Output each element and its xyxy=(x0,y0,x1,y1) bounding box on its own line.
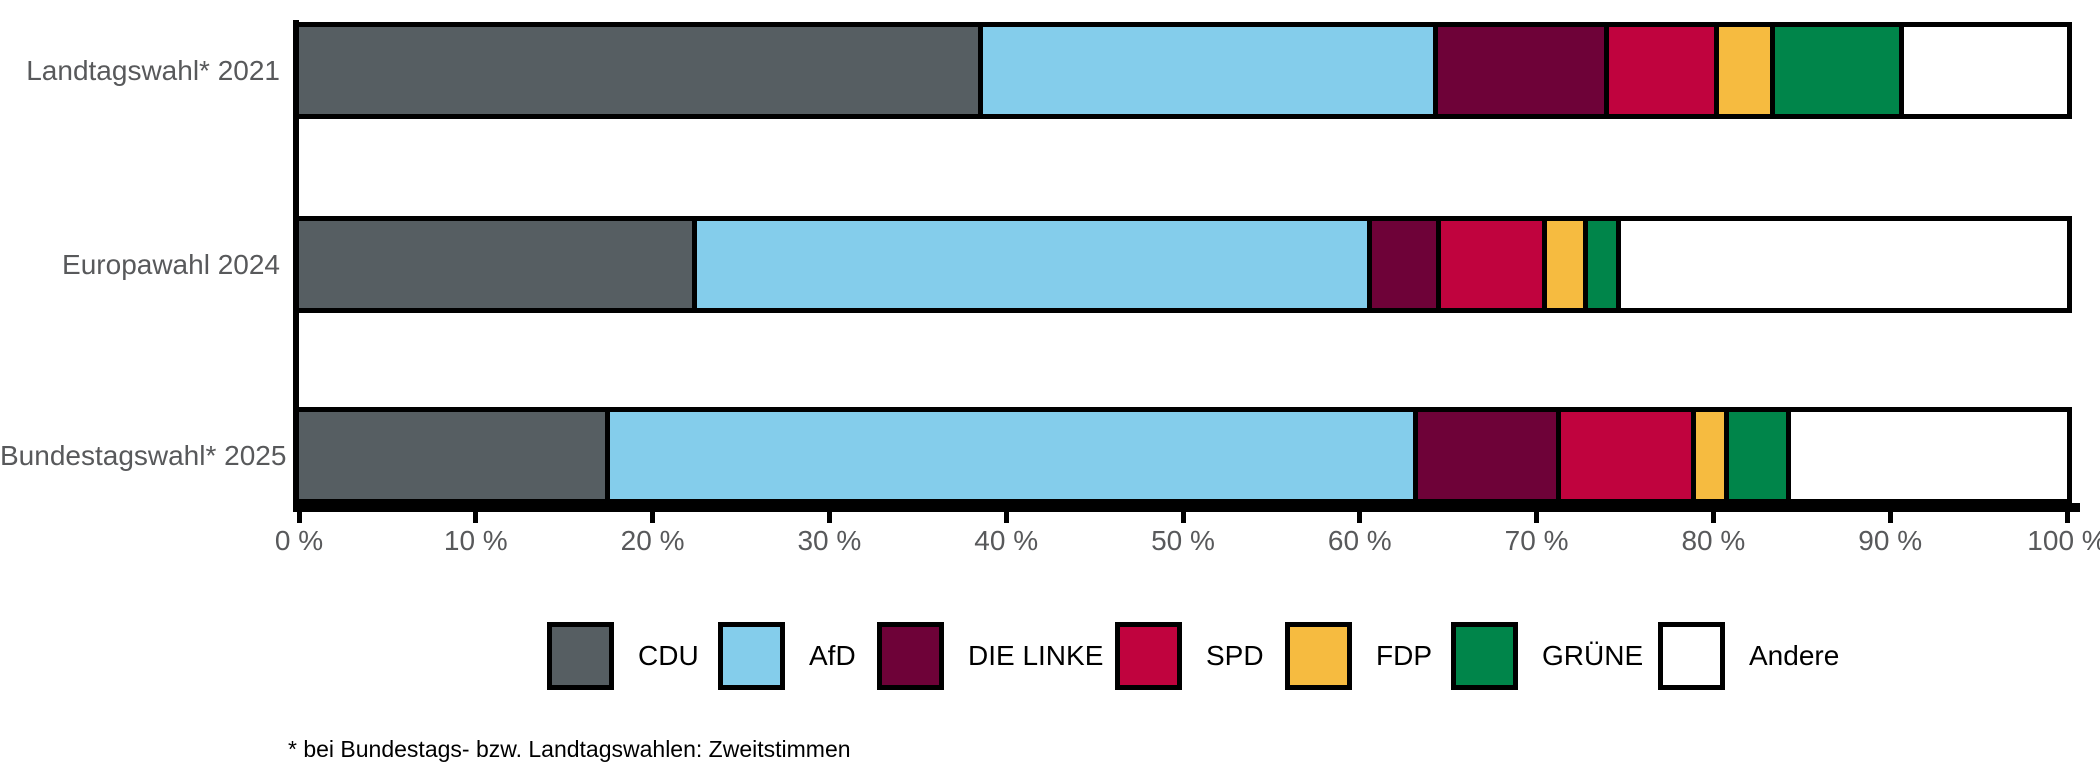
bar-segment-andere xyxy=(1621,221,2067,308)
bar-row-bundestagswahl-2025 xyxy=(294,407,2072,504)
bar-segment-spd xyxy=(1441,221,1548,308)
bar-segment-fdp xyxy=(1718,27,1776,114)
legend-item-cdu: CDU xyxy=(547,622,699,690)
x-tick-20- xyxy=(650,512,656,523)
x-tick-label-0-: 0 % xyxy=(274,525,324,556)
legend-swatch-cdu xyxy=(547,622,614,690)
x-tick-50- xyxy=(1180,512,1186,523)
bar-segment-afd xyxy=(983,27,1438,114)
bar-segment-spd xyxy=(1609,27,1719,114)
bar-segment-gr-ne xyxy=(1587,221,1622,308)
bar-segment-gr-ne xyxy=(1775,27,1905,114)
legend-swatch-andere xyxy=(1658,622,1725,690)
x-tick-label-20-: 20 % xyxy=(620,525,685,556)
bar-segment-die-linke xyxy=(1372,221,1442,308)
bar-segment-die-linke xyxy=(1437,27,1610,114)
bar-row-europawahl-2024 xyxy=(294,216,2072,313)
bar-segment-spd xyxy=(1561,412,1696,499)
legend-label-fdp: FDP xyxy=(1376,640,1432,671)
x-tick-label-10-: 10 % xyxy=(443,525,508,556)
legend-label-cdu: CDU xyxy=(638,640,699,671)
legend-swatch-fdp xyxy=(1285,622,1352,690)
bar-segment-gr-ne xyxy=(1729,412,1792,499)
x-tick-40- xyxy=(1003,512,1009,523)
legend-item-andere: Andere xyxy=(1658,622,1839,690)
x-tick-label-100-: 100 % xyxy=(2027,525,2100,556)
bar-row-landtagswahl-2021 xyxy=(294,22,2072,119)
bar-segment-andere xyxy=(1904,27,2067,114)
x-tick-80- xyxy=(1710,512,1716,523)
x-tick-60- xyxy=(1357,512,1363,523)
x-tick-label-70-: 70 % xyxy=(1504,525,1569,556)
x-tick-70- xyxy=(1534,512,1540,523)
bar-segment-cdu xyxy=(299,412,611,499)
y-axis-label-bundestagswahl-2025: Bundestagswahl* 2025 xyxy=(0,439,287,471)
legend-label-afd: AfD xyxy=(809,640,856,671)
x-tick-label-30-: 30 % xyxy=(797,525,862,556)
y-axis-label-landtagswahl-2021: Landtagswahl* 2021 xyxy=(26,54,280,86)
x-axis-line xyxy=(293,503,2080,512)
legend-swatch-die-linke xyxy=(877,622,944,690)
legend-item-spd: SPD xyxy=(1115,622,1264,690)
y-axis-line xyxy=(293,20,299,512)
legend-item-die-linke: DIE LINKE xyxy=(877,622,1103,690)
legend-swatch-spd xyxy=(1115,622,1182,690)
legend-item-fdp: FDP xyxy=(1285,622,1432,690)
bar-segment-andere xyxy=(1791,412,2067,499)
bar-segment-die-linke xyxy=(1418,412,1562,499)
x-tick-label-90-: 90 % xyxy=(1858,525,1923,556)
x-tick-0- xyxy=(296,512,302,523)
x-tick-label-60-: 60 % xyxy=(1327,525,1392,556)
x-tick-100- xyxy=(2064,512,2070,523)
x-tick-30- xyxy=(826,512,832,523)
bar-segment-fdp xyxy=(1695,412,1730,499)
x-tick-90- xyxy=(1887,512,1893,523)
y-axis-label-europawahl-2024: Europawahl 2024 xyxy=(62,248,280,280)
bar-segment-fdp xyxy=(1547,221,1588,308)
bar-segment-cdu xyxy=(299,27,984,114)
legend-item-gr-ne: GRÜNE xyxy=(1451,622,1643,690)
x-tick-10- xyxy=(473,512,479,523)
bar-segment-cdu xyxy=(299,221,697,308)
legend-label-spd: SPD xyxy=(1206,640,1264,671)
x-tick-label-50-: 50 % xyxy=(1151,525,1215,556)
x-tick-label-40-: 40 % xyxy=(974,525,1039,556)
bar-segment-afd xyxy=(696,221,1373,308)
legend-swatch-afd xyxy=(718,622,785,690)
footnote: * bei Bundestags- bzw. Landtagswahlen: Z… xyxy=(288,736,851,762)
legend-swatch-gr-ne xyxy=(1451,622,1518,690)
legend-item-afd: AfD xyxy=(718,622,856,690)
legend-label-andere: Andere xyxy=(1749,640,1840,671)
legend-label-die-linke: DIE LINKE xyxy=(968,640,1104,671)
bar-segment-afd xyxy=(610,412,1419,499)
x-tick-label-80-: 80 % xyxy=(1681,525,1746,556)
legend-label-gr-ne: GRÜNE xyxy=(1542,640,1644,671)
